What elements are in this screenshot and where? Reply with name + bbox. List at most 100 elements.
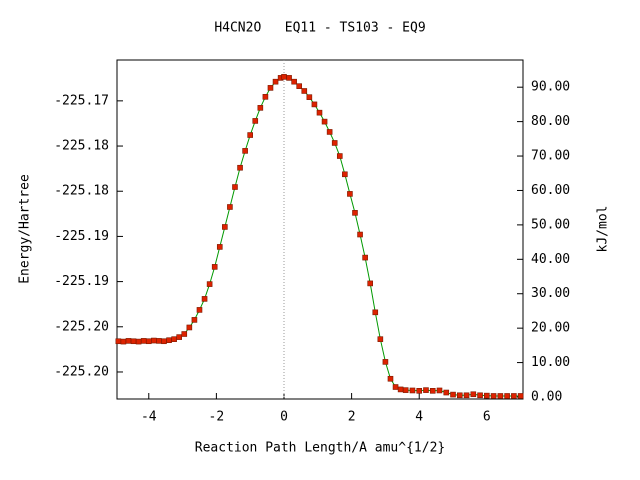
y2-tick-label: 90.00 (531, 80, 570, 95)
point-marker (257, 105, 264, 111)
point-marker (409, 387, 416, 394)
point-marker (166, 337, 172, 344)
point-marker (222, 224, 228, 230)
y-tick-label: -225.20 (54, 364, 109, 379)
x-tick-label: -2 (209, 410, 225, 425)
point-marker (497, 393, 504, 399)
point-marker (377, 336, 384, 342)
point-marker (367, 280, 374, 287)
point-marker (176, 334, 183, 340)
point-marker (456, 392, 463, 399)
point-marker (267, 85, 274, 91)
y2-tick-label: 10.00 (531, 355, 570, 370)
point-marker (296, 83, 303, 89)
y-axis-label: Energy/Hartree (18, 174, 33, 284)
point-marker (477, 392, 483, 399)
point-marker (352, 210, 358, 216)
plot-frame (116, 59, 524, 400)
point-marker (171, 336, 177, 342)
point-marker (145, 338, 152, 345)
y-tick-label: -225.18 (54, 139, 109, 154)
point-marker (402, 387, 409, 393)
y2-tick-label: 60.00 (531, 183, 570, 198)
point-marker (357, 231, 363, 238)
point-marker (443, 389, 450, 396)
point-marker (316, 109, 323, 116)
y-tick-label: -225.17 (54, 93, 109, 108)
point-marker (416, 388, 423, 394)
point-marker (504, 393, 510, 399)
x-tick-label: 4 (415, 410, 423, 425)
point-marker (326, 129, 333, 135)
point-marker (291, 78, 297, 85)
y2-tick-label: 40.00 (531, 252, 570, 267)
curve (118, 76, 521, 397)
point-marker (161, 338, 167, 345)
y2-tick-label: 0.00 (531, 390, 562, 405)
x-axis-label: Reaction Path Length/A amu^{1/2} (195, 441, 445, 456)
point-marker (511, 393, 517, 399)
point-marker (252, 118, 259, 124)
point-marker (281, 74, 287, 80)
point-marker (342, 171, 348, 178)
point-marker (286, 75, 292, 81)
chart-title: H4CN2O EQ11 - TS103 - EQ9 (214, 21, 425, 36)
point-marker (362, 254, 368, 261)
point-marker (301, 88, 308, 94)
point-marker (336, 153, 343, 159)
point-marker (242, 148, 248, 154)
point-marker (392, 384, 399, 390)
point-marker (311, 101, 318, 108)
point-marker (470, 391, 477, 398)
point-marker (140, 338, 147, 344)
point-marker (211, 264, 218, 270)
y2-tick-label: 70.00 (531, 149, 570, 164)
point-marker (216, 244, 223, 250)
point-marker (387, 375, 394, 382)
point-marker (130, 338, 137, 345)
point-marker (463, 392, 470, 399)
point-marker (450, 391, 456, 398)
point-marker (232, 184, 238, 190)
point-marker (237, 164, 243, 171)
point-marker (186, 324, 193, 331)
point-marker (490, 393, 497, 399)
point-marker (156, 338, 162, 344)
point-marker (436, 387, 443, 394)
point-marker (382, 359, 389, 365)
point-marker (423, 387, 429, 393)
y2-axis-label: kJ/mol (596, 206, 611, 253)
point-marker (397, 386, 404, 393)
x-tick-label: -4 (141, 410, 157, 425)
point-marker (191, 317, 198, 323)
point-marker (227, 204, 233, 210)
x-tick-label: 0 (280, 410, 288, 425)
y2-tick-label: 50.00 (531, 217, 570, 232)
y2-tick-label: 30.00 (531, 286, 570, 301)
point-marker (429, 388, 436, 394)
y-tick-label: -225.20 (54, 319, 109, 334)
x-tick-label: 2 (348, 410, 356, 425)
point-marker (347, 191, 353, 197)
y2-tick-label: 20.00 (531, 321, 570, 336)
point-marker (206, 281, 213, 287)
x-tick-label: 6 (483, 410, 491, 425)
point-marker (262, 94, 269, 100)
point-marker (135, 338, 142, 345)
point-marker (196, 307, 203, 313)
y2-tick-label: 80.00 (531, 114, 570, 129)
point-marker (115, 338, 122, 345)
point-marker (120, 338, 127, 345)
point-marker (272, 78, 279, 85)
point-marker (484, 392, 490, 399)
point-marker (151, 337, 157, 344)
y-tick-label: -225.18 (54, 184, 109, 199)
point-marker (181, 331, 188, 337)
point-marker (372, 309, 379, 316)
point-marker (247, 132, 253, 138)
point-marker (125, 338, 132, 344)
point-marker (321, 118, 328, 125)
point-marker (331, 140, 338, 146)
point-marker (517, 393, 524, 399)
